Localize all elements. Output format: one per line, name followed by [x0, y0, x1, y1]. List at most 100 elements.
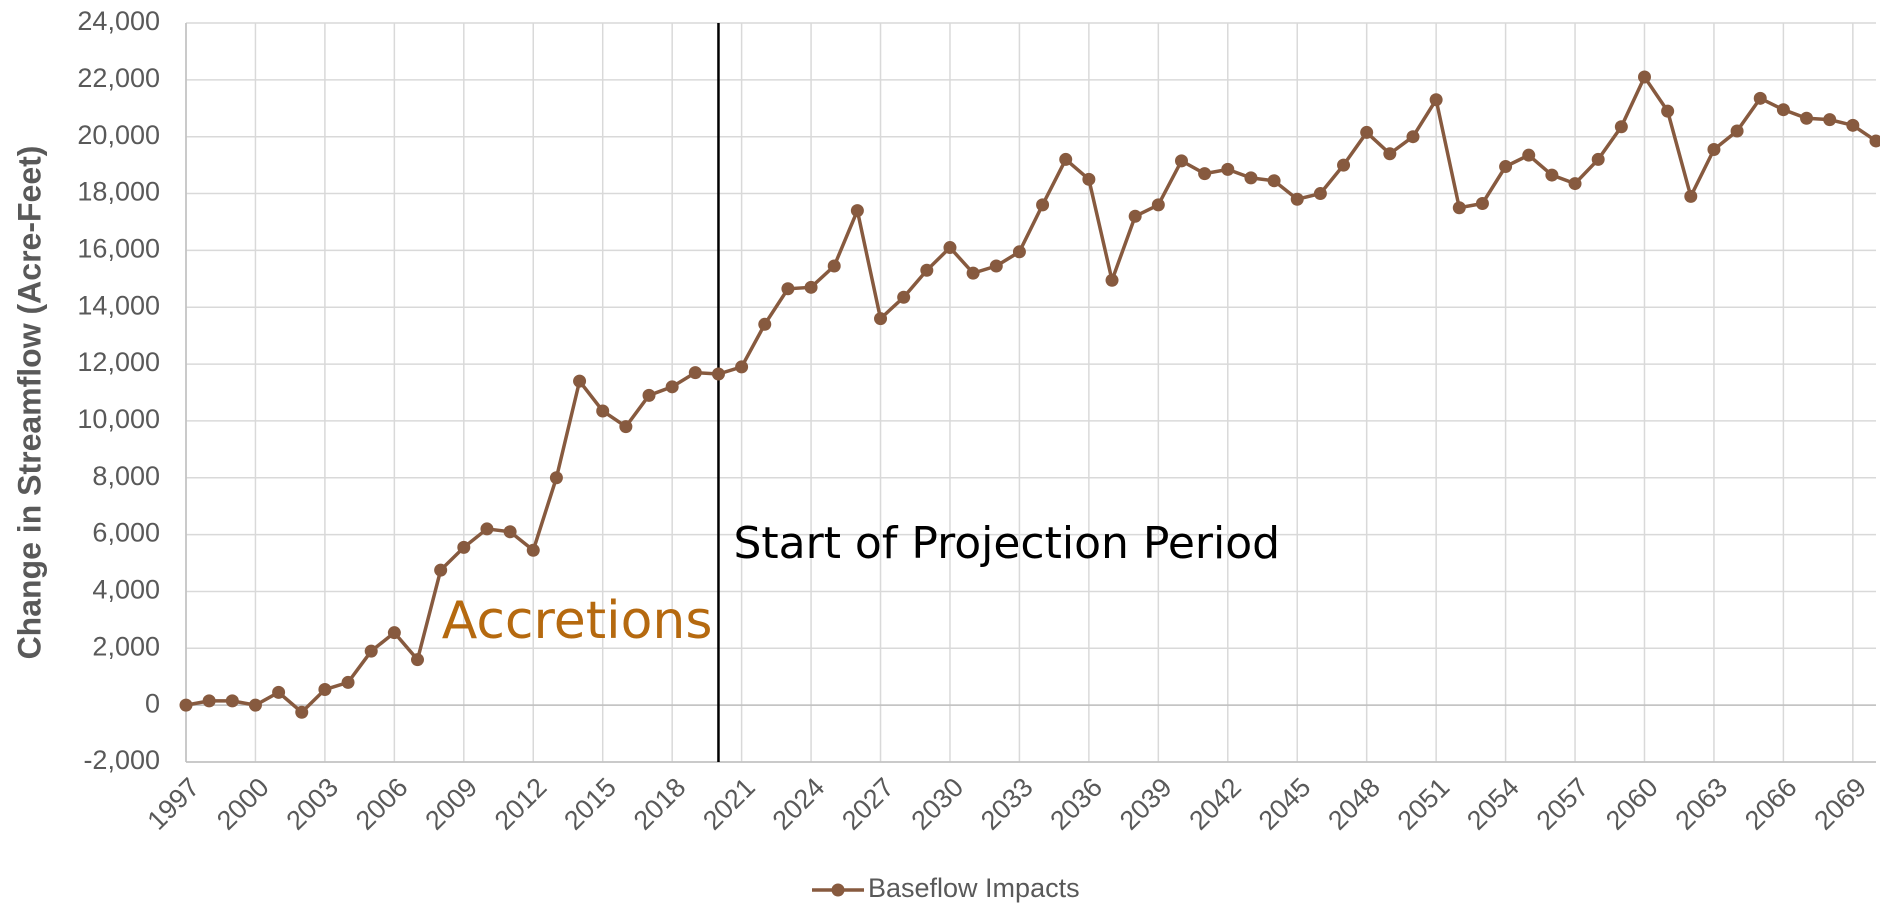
data-point: [1082, 172, 1096, 186]
x-tick-label: 2018: [628, 772, 692, 836]
data-point: [1522, 148, 1536, 162]
data-point: [850, 204, 864, 218]
data-point: [1637, 70, 1651, 84]
data-point: [735, 360, 749, 374]
x-tick-label: 2024: [767, 772, 831, 836]
data-point: [781, 282, 795, 296]
data-point: [1036, 198, 1050, 212]
data-point: [573, 374, 587, 388]
data-point: [1244, 171, 1258, 185]
data-point: [943, 241, 957, 255]
data-point: [480, 522, 494, 536]
data-point: [665, 380, 679, 394]
x-tick-label: 2009: [419, 772, 483, 836]
x-tick-label: 2006: [350, 772, 414, 836]
data-point: [1730, 124, 1744, 138]
legend-marker: [831, 883, 845, 897]
y-tick-label: 20,000: [77, 120, 160, 150]
data-point: [897, 290, 911, 304]
data-point: [688, 366, 702, 380]
y-tick-label: 12,000: [77, 347, 160, 377]
data-point: [1452, 201, 1466, 215]
data-point: [1499, 160, 1513, 174]
data-point: [1174, 154, 1188, 168]
data-point: [179, 698, 193, 712]
data-point: [758, 317, 772, 331]
data-point: [1869, 134, 1880, 148]
y-tick-label: 16,000: [77, 234, 160, 264]
data-point: [1568, 177, 1582, 191]
data-point: [1406, 130, 1420, 144]
data-point: [989, 259, 1003, 273]
data-point: [1823, 113, 1837, 127]
data-point: [1151, 198, 1165, 212]
x-tick-label: 2012: [489, 772, 553, 836]
x-tick-label: 2021: [697, 772, 761, 836]
data-point: [272, 685, 286, 699]
data-point: [434, 563, 448, 577]
x-tick-label: 2003: [280, 772, 344, 836]
data-point: [1267, 174, 1281, 188]
y-tick-label: 0: [145, 688, 160, 718]
data-point: [1614, 120, 1628, 134]
y-tick-label: 10,000: [77, 404, 160, 434]
data-point: [920, 263, 934, 277]
data-point: [387, 626, 401, 640]
data-point: [457, 540, 471, 554]
x-tick-label: 2036: [1044, 772, 1108, 836]
x-tick-label: 2048: [1322, 772, 1386, 836]
data-point: [1012, 245, 1026, 259]
data-point: [804, 280, 818, 294]
data-point: [503, 525, 517, 539]
data-point: [341, 675, 355, 689]
data-point: [1105, 273, 1119, 287]
data-point: [364, 644, 378, 658]
data-point: [711, 367, 725, 381]
x-tick-label: 2060: [1600, 772, 1664, 836]
x-tick-label: 2054: [1461, 772, 1525, 836]
annotation: Accretions: [442, 591, 713, 651]
data-line: [185, 73, 1877, 715]
data-point: [1128, 209, 1142, 223]
data-point: [295, 705, 309, 719]
data-point: [874, 312, 888, 326]
data-point: [318, 683, 332, 697]
data-point: [1290, 192, 1304, 206]
annotation: Start of Projection Period: [733, 518, 1280, 569]
data-point: [549, 471, 563, 485]
data-point: [1591, 152, 1605, 166]
data-point: [1846, 118, 1860, 132]
x-tick-label: 2033: [975, 772, 1039, 836]
x-tick-label: 2063: [1670, 772, 1734, 836]
data-point: [1337, 158, 1351, 172]
data-point: [1198, 167, 1212, 181]
data-point: [248, 698, 262, 712]
data-point: [966, 266, 980, 280]
data-point: [1429, 93, 1443, 107]
y-tick-label: 14,000: [77, 290, 160, 320]
x-tick-label: 2045: [1253, 772, 1317, 836]
y-tick-label: 4,000: [92, 575, 160, 605]
y-tick-label: 18,000: [77, 177, 160, 207]
data-point: [1776, 103, 1790, 117]
data-point: [411, 653, 425, 667]
x-tick-label: 2030: [906, 772, 970, 836]
data-point: [596, 404, 610, 418]
data-point: [1800, 111, 1814, 125]
data-point: [827, 259, 841, 273]
x-tick-label: 2039: [1114, 772, 1178, 836]
y-tick-label: 22,000: [77, 63, 160, 93]
data-point: [1475, 196, 1489, 210]
data-point: [642, 388, 656, 402]
y-tick-label: 24,000: [77, 6, 160, 36]
data-point: [1684, 189, 1698, 203]
data-point: [225, 694, 239, 708]
data-point: [1707, 142, 1721, 156]
x-tick-label: 2015: [558, 772, 622, 836]
data-point: [1753, 91, 1767, 105]
legend-label: Baseflow Impacts: [868, 873, 1080, 903]
y-tick-label: 2,000: [92, 631, 160, 661]
x-tick-label: 2027: [836, 772, 900, 836]
data-point: [619, 420, 633, 434]
